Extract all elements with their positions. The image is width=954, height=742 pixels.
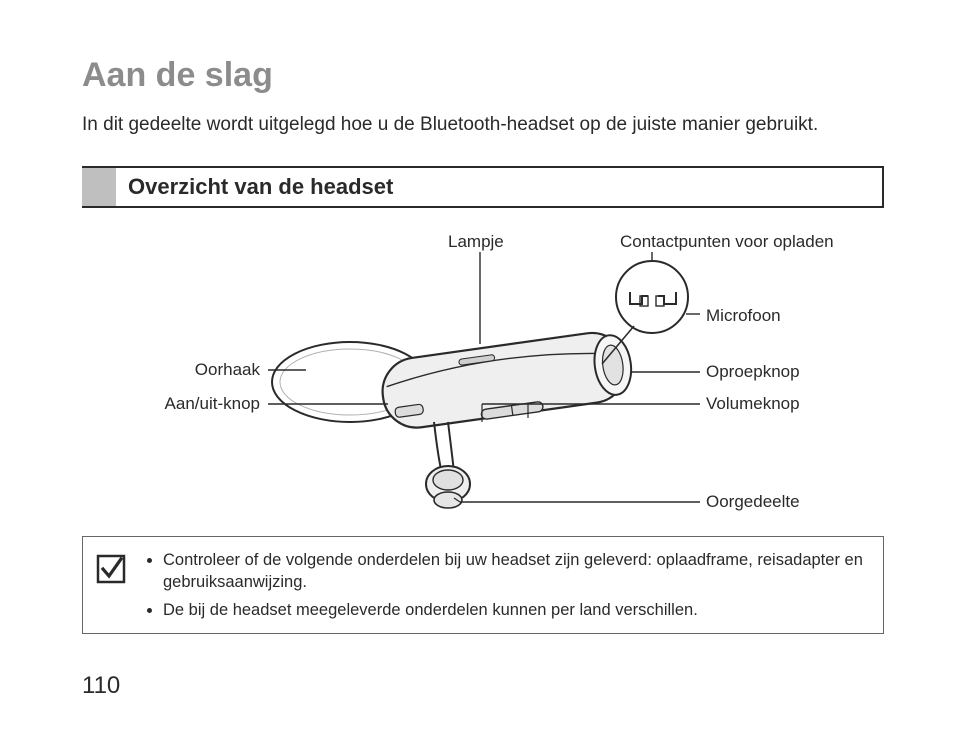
manual-page: Aan de slag In dit gedeelte wordt uitgel… — [0, 0, 954, 742]
check-icon — [95, 553, 127, 590]
diagram-svg — [82, 222, 882, 532]
note-box: Controleer of de volgende onderdelen bij… — [82, 536, 884, 635]
page-number: 110 — [82, 672, 120, 700]
headset-diagram: Lampje Contactpunten voor opladen Microf… — [82, 222, 884, 532]
section-header: Overzicht van de headset — [82, 166, 884, 208]
note-item: De bij de headset meegeleverde onderdele… — [163, 599, 867, 621]
note-item: Controleer of de volgende onderdelen bij… — [163, 549, 867, 594]
section-title: Overzicht van de headset — [116, 168, 393, 206]
intro-paragraph: In dit gedeelte wordt uitgelegd hoe u de… — [82, 113, 884, 138]
section-stub — [82, 168, 116, 206]
page-title: Aan de slag — [82, 56, 884, 95]
note-list: Controleer of de volgende onderdelen bij… — [145, 549, 867, 622]
